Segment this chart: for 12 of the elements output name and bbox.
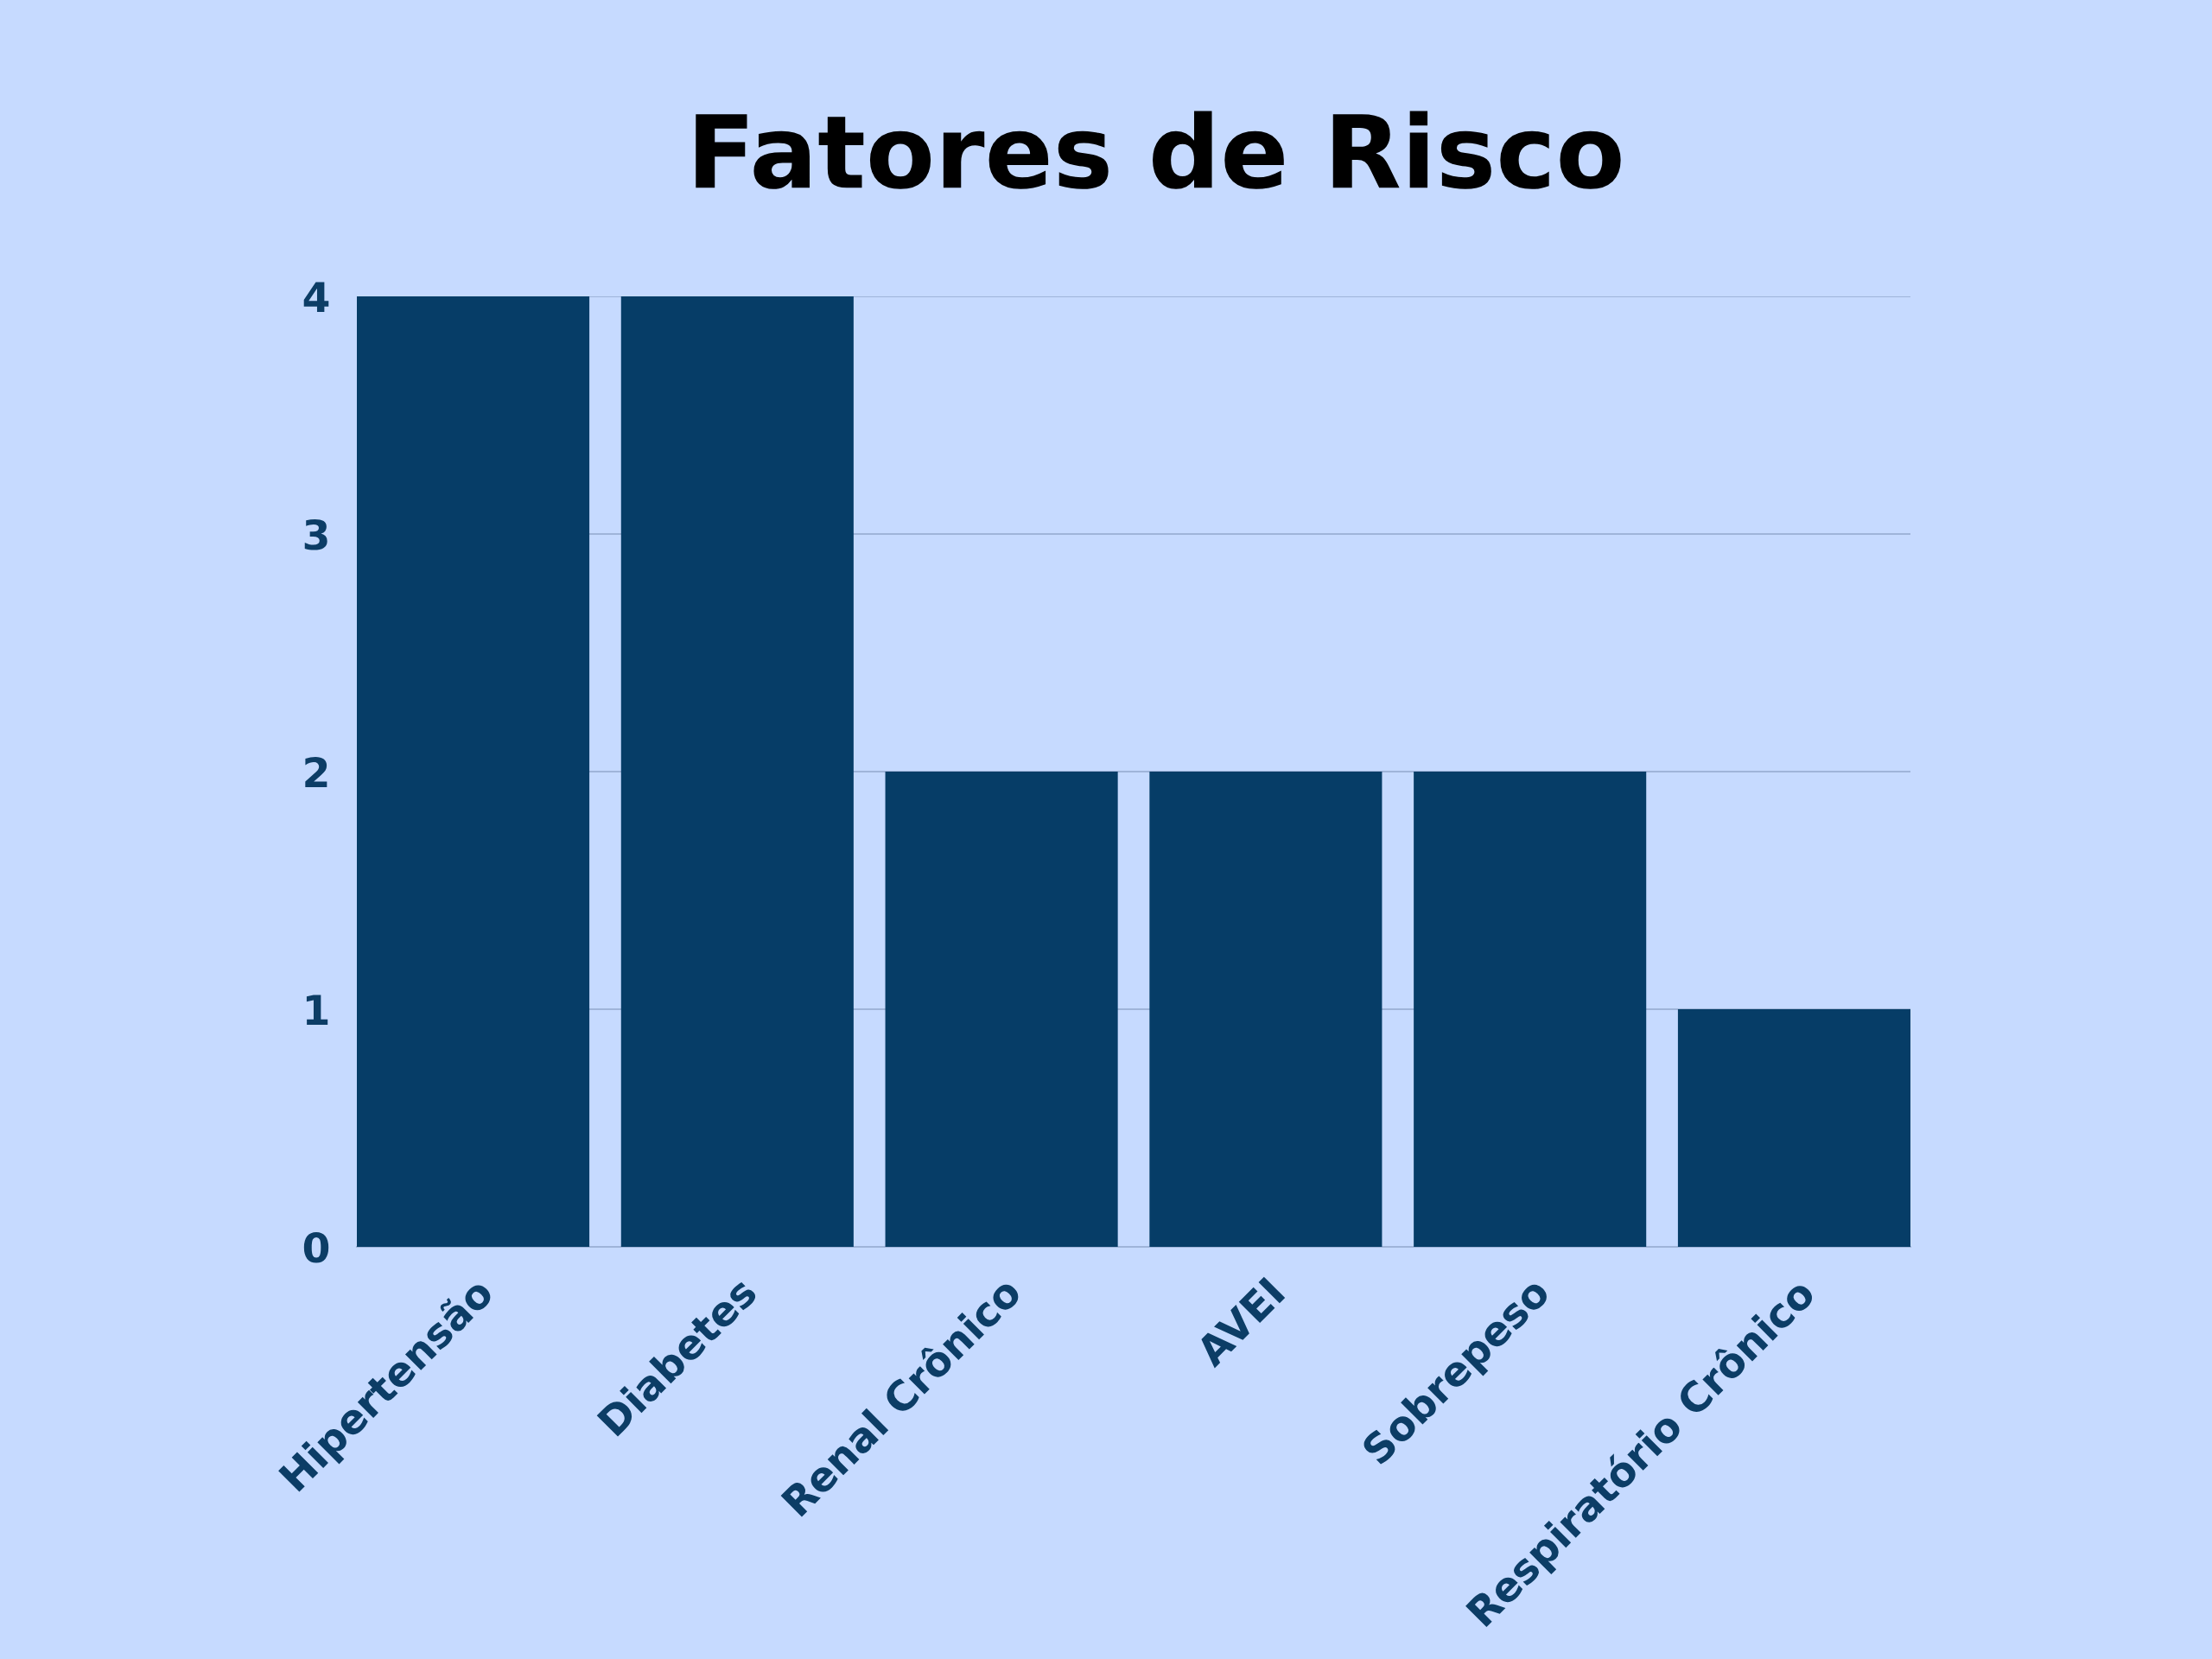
y-tick-label: 0 — [303, 1231, 329, 1263]
y-tick-label: 3 — [304, 518, 327, 550]
bar — [1414, 772, 1647, 1247]
bar — [885, 772, 1118, 1247]
y-tick-label: 2 — [305, 756, 327, 787]
chart-title: Fatores de Risco — [696, 111, 1621, 189]
bar — [620, 296, 854, 1247]
y-tick-label: 4 — [303, 282, 329, 312]
bar — [1677, 1009, 1910, 1247]
bar — [357, 296, 590, 1247]
y-tick-label: 1 — [306, 995, 328, 1025]
bar — [1149, 772, 1382, 1247]
